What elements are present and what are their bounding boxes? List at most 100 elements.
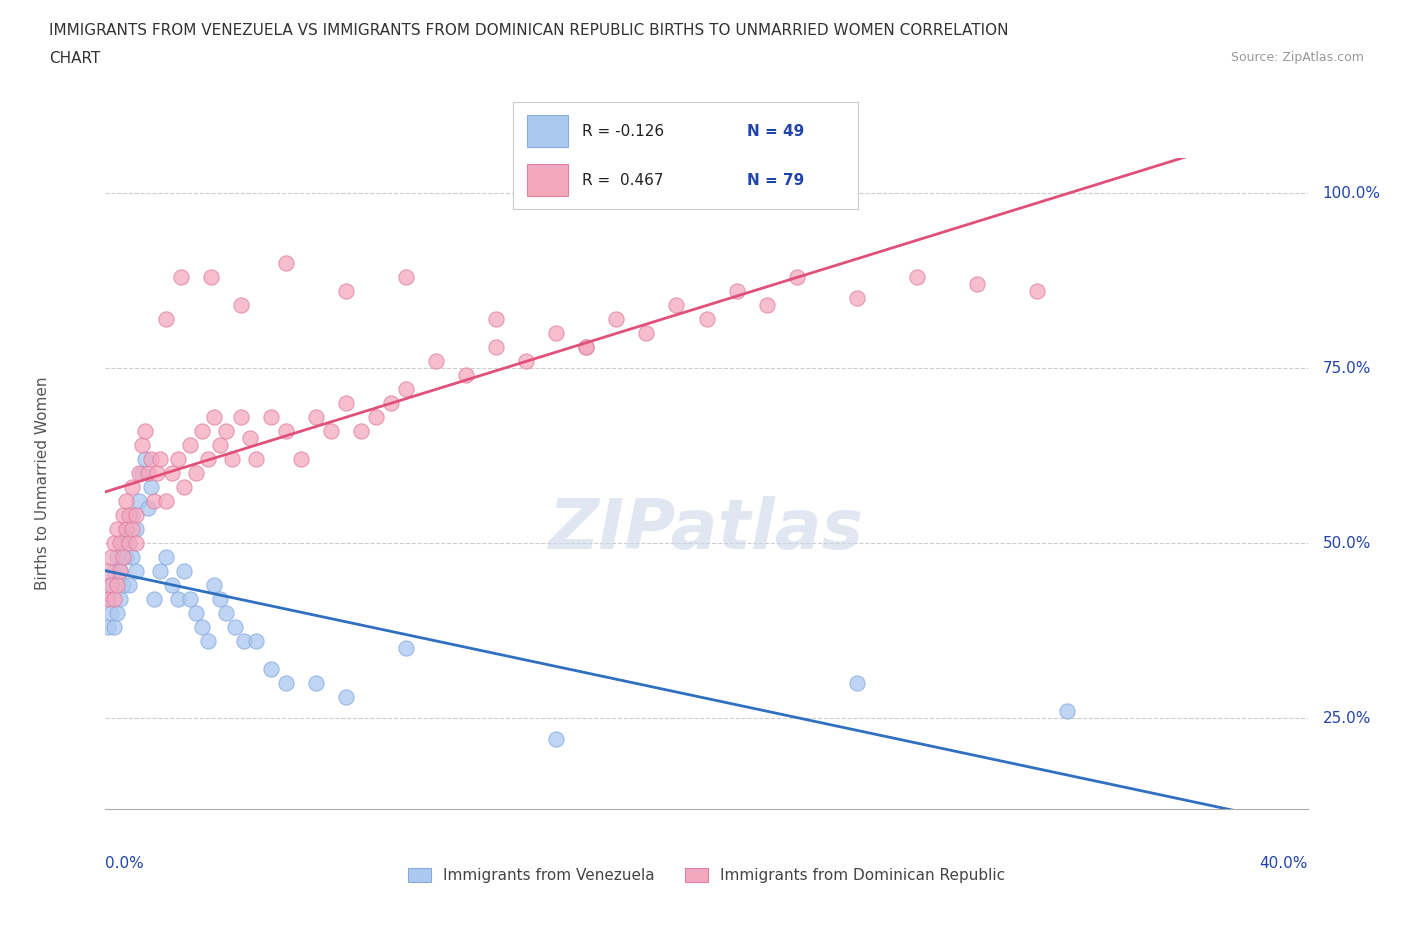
Text: 0.0%: 0.0%	[105, 856, 145, 870]
Point	[160, 466, 183, 481]
Point	[395, 270, 418, 285]
Point	[485, 339, 508, 354]
Point	[515, 353, 537, 368]
Point	[115, 550, 138, 565]
Point	[173, 564, 195, 578]
Text: Births to Unmarried Women: Births to Unmarried Women	[35, 377, 51, 591]
Point	[128, 494, 150, 509]
Point	[145, 466, 167, 481]
Point	[97, 564, 120, 578]
Point	[319, 424, 342, 439]
Point	[166, 452, 188, 467]
Point	[380, 395, 402, 410]
Point	[239, 431, 262, 445]
Point	[202, 409, 225, 424]
Point	[107, 522, 129, 537]
Point	[184, 605, 207, 620]
Legend: Immigrants from Venezuela, Immigrants from Dominican Republic: Immigrants from Venezuela, Immigrants fr…	[402, 862, 1011, 889]
Point	[173, 480, 195, 495]
Point	[115, 522, 138, 537]
Point	[115, 522, 138, 537]
Text: 75.0%: 75.0%	[1323, 361, 1371, 376]
Text: ZIPatlas: ZIPatlas	[548, 496, 865, 563]
Point	[245, 452, 267, 467]
Point	[166, 591, 188, 606]
Point	[208, 591, 231, 606]
Point	[97, 619, 120, 634]
Point	[229, 298, 252, 312]
Point	[260, 409, 283, 424]
Point	[274, 424, 297, 439]
Point	[725, 284, 748, 299]
Point	[305, 409, 328, 424]
Point	[229, 409, 252, 424]
Point	[134, 452, 156, 467]
Text: N = 49: N = 49	[748, 124, 804, 139]
Point	[103, 564, 125, 578]
Point	[124, 564, 146, 578]
Point	[665, 298, 688, 312]
Point	[110, 591, 132, 606]
Point	[202, 578, 225, 592]
Point	[184, 466, 207, 481]
Point	[214, 605, 236, 620]
Text: 40.0%: 40.0%	[1260, 856, 1308, 870]
Point	[395, 641, 418, 656]
Point	[197, 452, 219, 467]
Point	[755, 298, 778, 312]
Point	[179, 591, 201, 606]
Point	[148, 452, 170, 467]
Point	[118, 578, 141, 592]
Point	[103, 619, 125, 634]
Point	[190, 424, 212, 439]
Point	[148, 564, 170, 578]
Point	[575, 339, 598, 354]
Point	[160, 578, 183, 592]
Text: N = 79: N = 79	[748, 173, 804, 188]
Point	[232, 633, 254, 648]
Point	[118, 536, 141, 551]
Point	[128, 466, 150, 481]
Point	[118, 536, 141, 551]
Point	[425, 353, 447, 368]
Point	[124, 536, 146, 551]
Point	[605, 312, 627, 326]
Point	[121, 508, 143, 523]
Point	[107, 578, 129, 592]
Text: Source: ZipAtlas.com: Source: ZipAtlas.com	[1230, 51, 1364, 64]
Point	[905, 270, 928, 285]
Point	[121, 522, 143, 537]
Point	[112, 578, 135, 592]
Point	[136, 466, 159, 481]
Point	[124, 522, 146, 537]
Point	[139, 480, 162, 495]
Text: 50.0%: 50.0%	[1323, 536, 1371, 551]
FancyBboxPatch shape	[527, 115, 568, 147]
Point	[454, 367, 477, 382]
Point	[966, 276, 988, 291]
Point	[179, 438, 201, 453]
Point	[214, 424, 236, 439]
Point	[142, 494, 165, 509]
Point	[335, 690, 357, 705]
Point	[97, 591, 120, 606]
Point	[100, 578, 122, 592]
Point	[112, 508, 135, 523]
Point	[335, 395, 357, 410]
Point	[364, 409, 387, 424]
Point	[100, 550, 122, 565]
Point	[786, 270, 808, 285]
Point	[335, 284, 357, 299]
Point	[845, 676, 868, 691]
Text: 25.0%: 25.0%	[1323, 711, 1371, 725]
Point	[97, 591, 120, 606]
Point	[155, 550, 177, 565]
Point	[169, 270, 191, 285]
Point	[107, 605, 129, 620]
Point	[112, 550, 135, 565]
Point	[260, 661, 283, 676]
Point	[197, 633, 219, 648]
Point	[221, 452, 243, 467]
Point	[305, 676, 328, 691]
Point	[224, 619, 246, 634]
